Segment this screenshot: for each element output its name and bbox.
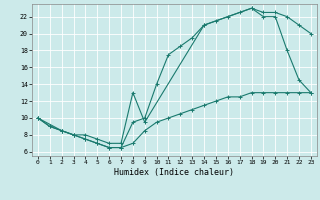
X-axis label: Humidex (Indice chaleur): Humidex (Indice chaleur) xyxy=(115,168,234,177)
